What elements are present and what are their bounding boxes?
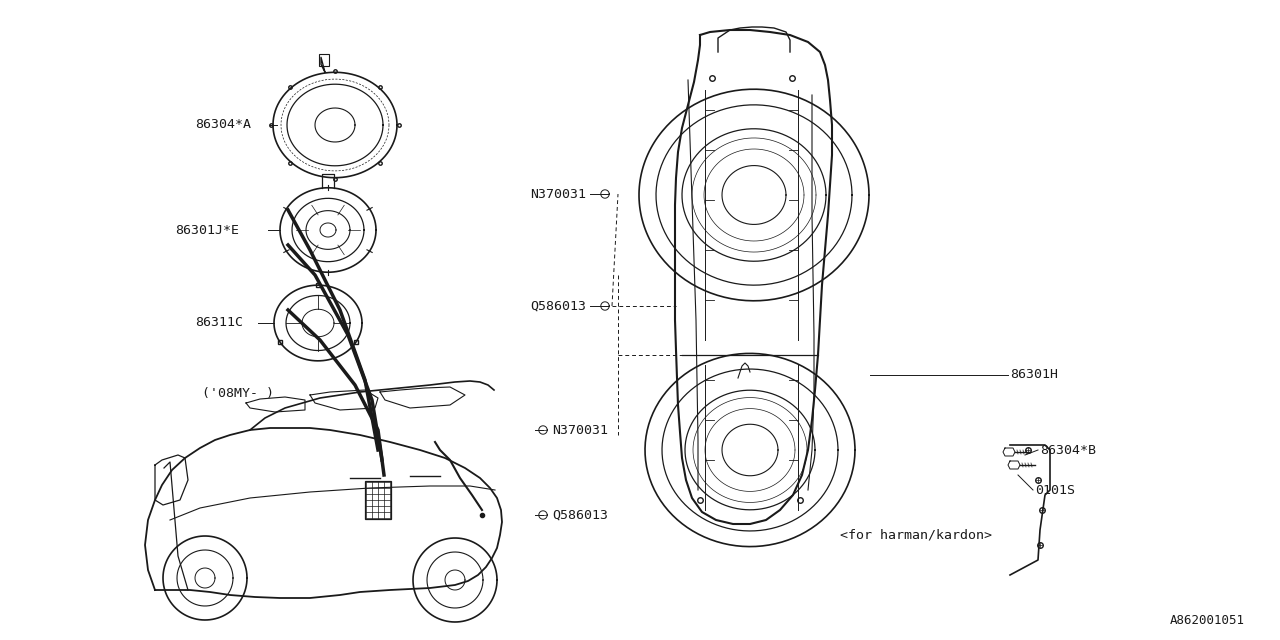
Text: 86301H: 86301H [1010, 369, 1059, 381]
Text: 86304*A: 86304*A [195, 118, 251, 131]
Text: 86301J*E: 86301J*E [175, 223, 239, 237]
Text: Q586013: Q586013 [530, 300, 586, 312]
Bar [365, 481, 390, 519]
Text: N370031: N370031 [552, 424, 608, 436]
Text: Q586013: Q586013 [552, 509, 608, 522]
Text: 0101S: 0101S [1036, 483, 1075, 497]
Text: <for harman/kardon>: <for harman/kardon> [840, 529, 992, 541]
Bar [319, 54, 329, 67]
Text: A862001051: A862001051 [1170, 614, 1245, 627]
Text: N370031: N370031 [530, 188, 586, 200]
Text: 86304*B: 86304*B [1039, 444, 1096, 456]
Text: ('08MY- ): ('08MY- ) [202, 387, 274, 399]
Text: 86311C: 86311C [195, 317, 243, 330]
